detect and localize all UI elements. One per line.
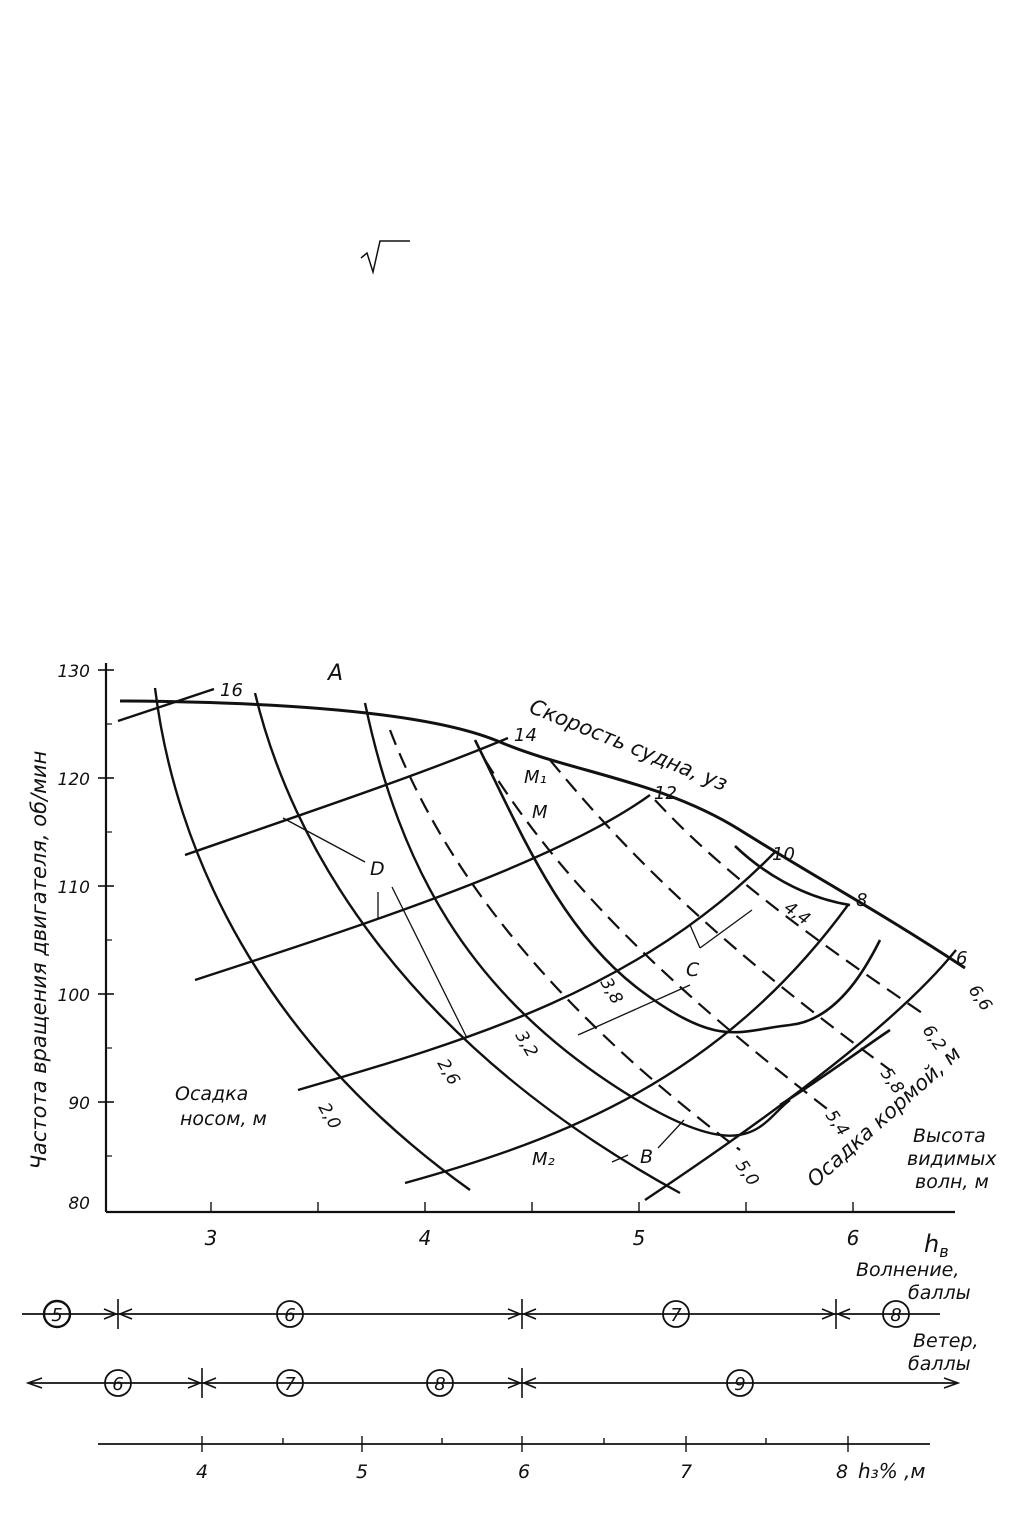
stern-draught-lines <box>388 729 926 1151</box>
waves-title: волн, м <box>915 1171 989 1193</box>
speed-lines <box>117 687 957 1201</box>
y-tick-label: 80 <box>68 1194 90 1214</box>
stern-label: 5,0 <box>731 1156 763 1190</box>
label-a: A <box>326 661 343 686</box>
marker-b: B <box>640 1146 653 1168</box>
y-tick-label: 120 <box>58 770 90 790</box>
h3-tick-label: 8 <box>836 1461 848 1483</box>
x-axis-symbol: hв <box>924 1230 949 1261</box>
y-tick-label: 130 <box>58 662 90 682</box>
speed-label: 16 <box>220 680 243 701</box>
leader-lines <box>282 817 753 1163</box>
stern-label: 6,6 <box>964 981 996 1015</box>
x-tick-label: 5 <box>633 1226 646 1250</box>
marker-m: M <box>532 802 548 823</box>
chart-axes <box>98 663 955 1214</box>
y-tick-label: 100 <box>58 986 90 1006</box>
speed-label: 12 <box>654 783 677 804</box>
marker-m1: M₁ <box>524 767 547 788</box>
sea-state-title: Волнение, <box>856 1259 959 1281</box>
wind-title: баллы <box>908 1353 971 1375</box>
bow-title: носом, м <box>180 1108 267 1130</box>
marker-d: D <box>370 858 385 880</box>
wind-scale <box>25 1368 961 1398</box>
speed-title: Скорость судна, уз <box>526 694 731 795</box>
speed-label: 14 <box>514 725 537 746</box>
x-tick-label: 4 <box>419 1226 432 1250</box>
speed-label: 10 <box>772 844 795 865</box>
bow-label: 2,6 <box>433 1056 464 1090</box>
sea-state-grade: 5 <box>51 1305 62 1326</box>
waves-title: видимых <box>907 1148 997 1170</box>
h3-tick-label: 7 <box>680 1461 692 1483</box>
marker-c: C <box>686 959 700 981</box>
speed-label: 8 <box>856 890 867 911</box>
curve-envelope <box>119 699 966 970</box>
bow-label: 4,4 <box>780 898 814 930</box>
wind-grade: 6 <box>112 1374 123 1395</box>
y-axis-title: Частота вращения двигателя, об/мин <box>27 751 51 1170</box>
wind-title: Ветер, <box>913 1330 979 1352</box>
bow-label: 3,2 <box>511 1028 542 1061</box>
marker-m2: M₂ <box>532 1149 555 1170</box>
h3-scale-label: h₃% ,м <box>858 1459 926 1483</box>
sea-state-grade: 7 <box>670 1305 682 1326</box>
h3-scale <box>98 1436 930 1452</box>
sea-state-grade: 6 <box>284 1305 295 1326</box>
bow-label: 2,0 <box>314 1100 345 1133</box>
sqrt-symbol <box>360 240 410 275</box>
h3-tick-label: 5 <box>356 1461 368 1483</box>
wind-grade: 7 <box>284 1374 296 1395</box>
y-tick-label: 90 <box>68 1094 90 1114</box>
bow-title: Осадка <box>175 1083 248 1105</box>
x-tick-label: 6 <box>847 1226 860 1250</box>
waves-title: Высота <box>913 1125 986 1147</box>
sea-state-title: баллы <box>908 1282 971 1304</box>
speed-label: 6 <box>956 948 967 969</box>
wind-grade: 8 <box>434 1374 445 1395</box>
y-tick-label: 110 <box>58 878 90 898</box>
sea-state-scale <box>22 1299 940 1329</box>
h3-tick-label: 6 <box>518 1461 530 1483</box>
sea-state-grade: 8 <box>890 1305 901 1326</box>
x-tick-label: 3 <box>205 1226 218 1250</box>
bow-draught-lines <box>153 687 891 1195</box>
h3-tick-label: 4 <box>196 1461 208 1483</box>
wind-grade: 9 <box>734 1374 745 1395</box>
